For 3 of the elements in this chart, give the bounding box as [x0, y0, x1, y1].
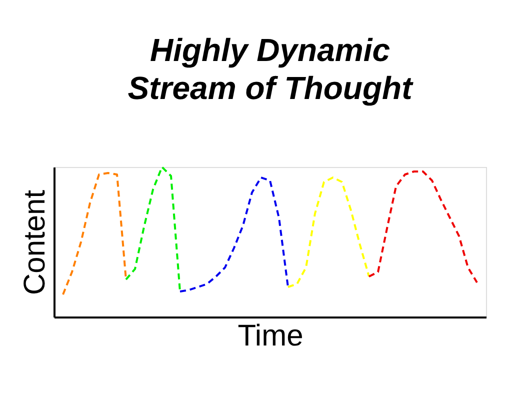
y-axis-title: Content	[18, 189, 52, 296]
chart-title: Highly Dynamic Stream of Thought	[128, 32, 414, 106]
x-axis-title: Time	[238, 320, 304, 352]
